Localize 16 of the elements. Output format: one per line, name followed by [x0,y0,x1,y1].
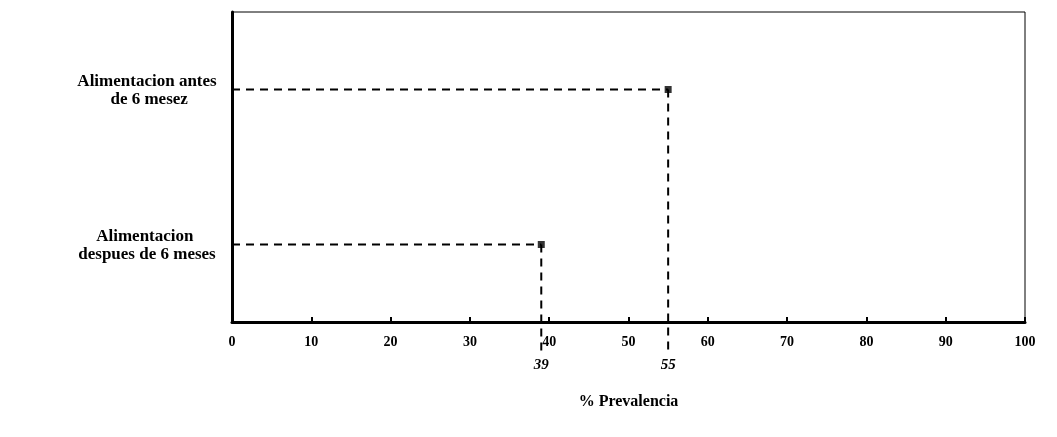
x-tick-label: 80 [859,333,874,349]
y-tick-label: Alimentacion antes de 6 mesez [77,71,218,108]
x-tick-label: 50 [621,333,636,349]
x-axis-title: % Prevalencia [578,391,679,409]
y-tick-label: Alimentacion despues de 6 meses [78,226,217,263]
x-tick-label: 60 [700,333,715,349]
x-tick-label: 30 [462,333,477,349]
x-tick-label: 70 [780,333,795,349]
ref-line-label: 39 [532,355,550,372]
x-tick-label: 40 [542,333,557,349]
x-tick-label: 90 [938,333,953,349]
x-tick-label: 0 [228,333,236,349]
x-tick-label: 10 [304,333,319,349]
x-tick-label: 20 [383,333,398,349]
ref-line-label: 55 [660,355,677,372]
x-tick-label: 100 [1014,333,1036,349]
